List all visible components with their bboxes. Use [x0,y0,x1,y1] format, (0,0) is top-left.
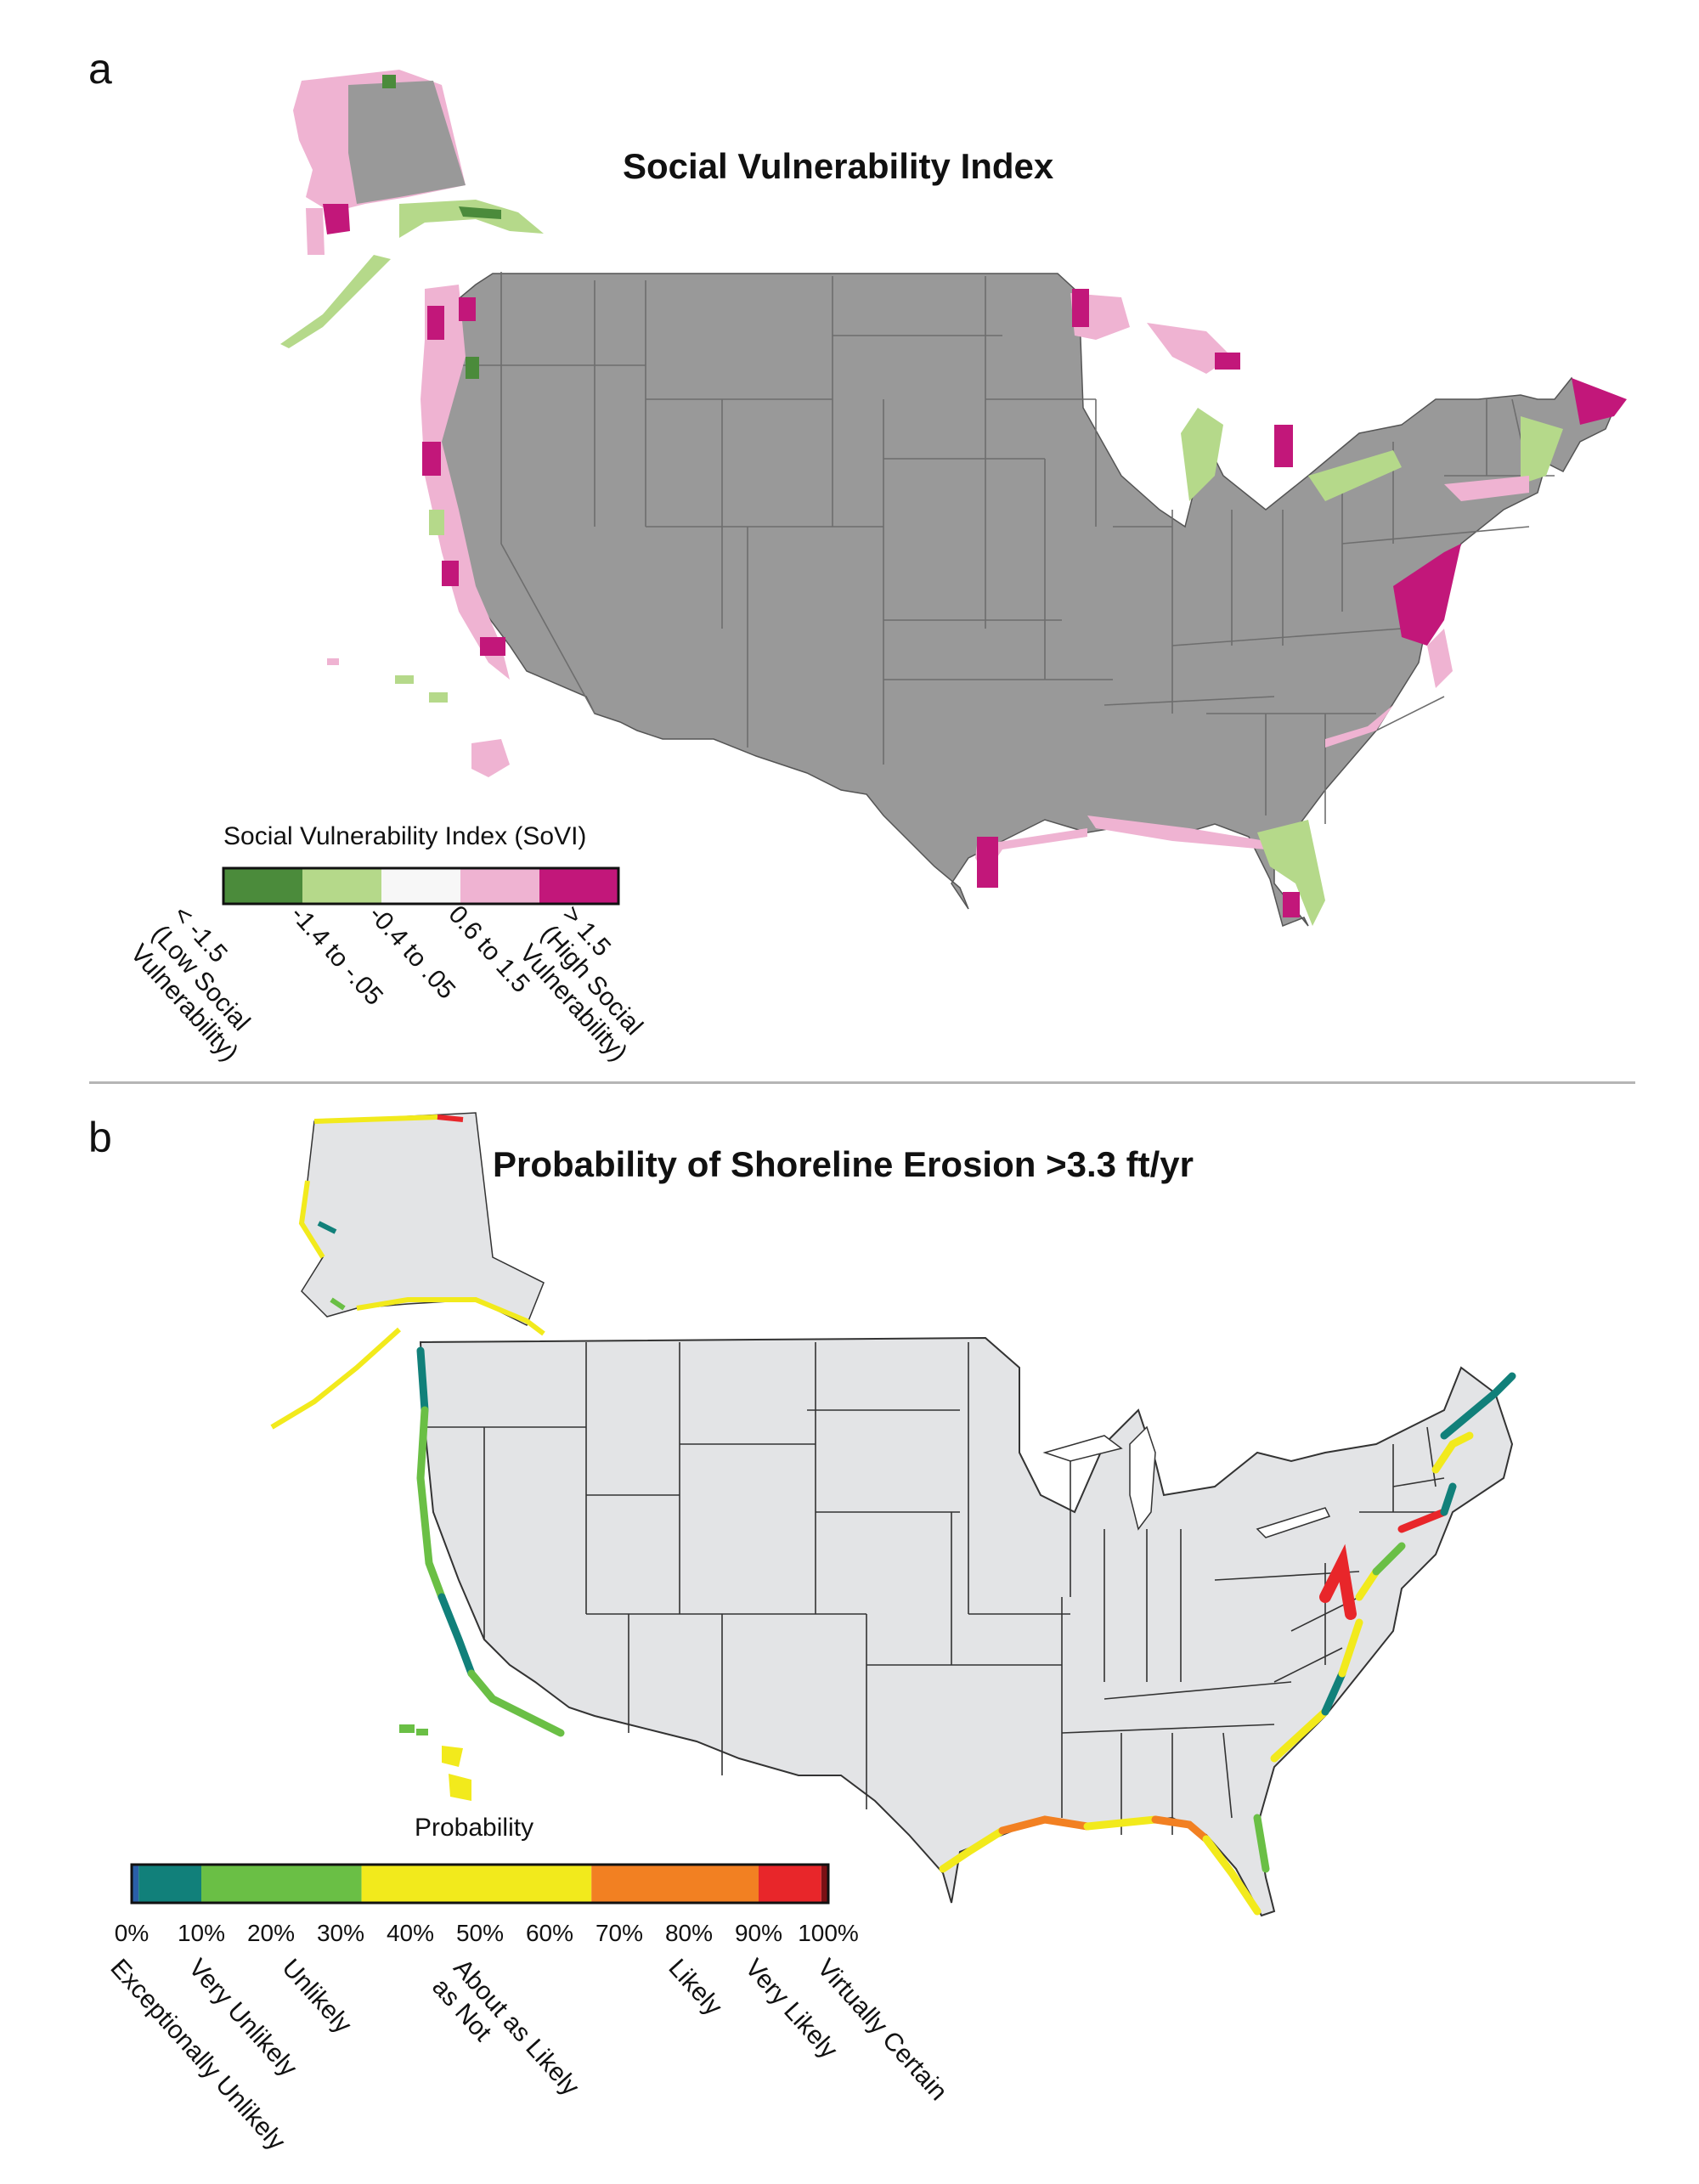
erosion-tick-label: 90% [734,1920,783,1946]
erosion-tick-label: 80% [664,1920,714,1946]
sovi-legend-title: Social Vulnerability Index (SoVI) [223,822,587,850]
erosion-legend-bar [130,1863,830,1905]
erosion-map [130,1112,1516,1917]
erosion-tick-label: 20% [246,1920,296,1946]
erosion-tick-label: 40% [386,1920,435,1946]
erosion-tick-label: 60% [525,1920,574,1946]
map-title-erosion: Probability of Shoreline Erosion >3.3 ft… [493,1144,1194,1184]
erosion-tick-label: 70% [595,1920,644,1946]
sovi-legend-swatch-2 [302,868,381,904]
erosion-tick-label: 50% [455,1920,505,1946]
erosion-legend-swatch-5 [591,1865,759,1903]
erosion-legend-swatch-6 [759,1865,821,1903]
coastal-sovi-bands [421,285,1627,926]
erosion-legend-swatch-4 [361,1865,592,1903]
conus-land-sovi [428,273,1620,928]
sovi-map [222,70,1627,928]
sovi-legend-border [222,866,620,906]
panel-letter-a: a [88,45,112,93]
erosion-legend-border [130,1863,830,1905]
panel-b: b Probability of Shoreline Erosion >3.3 … [0,1087,1699,2184]
panel-a: a Social Vulnerability Index [0,0,1699,1079]
erosion-legend-swatch-7 [821,1865,828,1903]
alaska-sovi [280,70,544,348]
erosion-legend-title: Probability [415,1814,534,1842]
alaska-erosion [270,1112,545,1430]
erosion-tick-label: 100% [798,1920,859,1946]
erosion-tick-label: 10% [177,1920,226,1946]
panel-divider [89,1081,1635,1084]
sovi-legend-swatch-1 [223,868,302,904]
state-boundaries-a [450,272,1555,824]
hawaii-sovi [327,658,510,777]
great-lakes [1042,1425,1331,1538]
map-title-sovi: Social Vulnerability Index [623,146,1054,186]
panel-letter-b: b [88,1114,112,1161]
state-boundaries-b [425,1342,1445,1835]
erosion-legend-swatch-2 [138,1865,201,1903]
sovi-legend-swatch-3 [381,868,460,904]
coastal-erosion-bands [416,1346,1516,1916]
sovi-legend-swatch-5 [539,868,618,904]
hawaii-erosion [399,1724,471,1801]
sovi-legend-swatch-4 [460,868,539,904]
erosion-tick-label: 0% [114,1920,150,1946]
erosion-legend-swatch-3 [201,1865,362,1903]
erosion-legend-swatch-1 [132,1865,139,1903]
sovi-legend-bar [222,866,620,906]
conus-land-erosion [419,1336,1514,1917]
erosion-tick-label: 30% [316,1920,365,1946]
